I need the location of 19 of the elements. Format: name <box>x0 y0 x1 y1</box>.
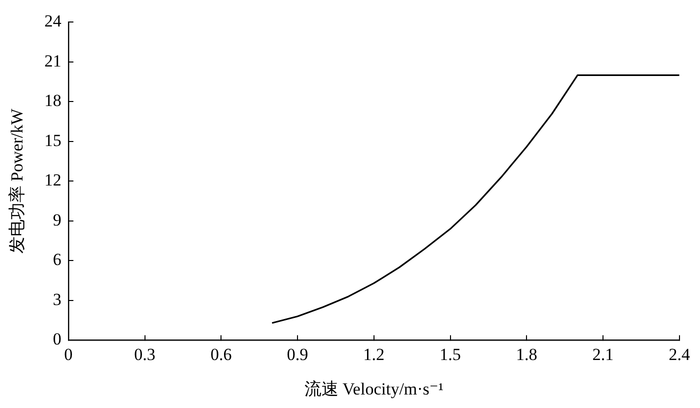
x-tick-label: 0.3 <box>134 344 156 364</box>
x-tick-label: 2.4 <box>668 344 690 364</box>
y-tick-label: 0 <box>52 330 62 349</box>
y-tick-label: 24 <box>44 12 62 31</box>
y-tick-label: 6 <box>52 250 62 270</box>
y-tick-label: 15 <box>44 130 62 150</box>
y-tick-label: 3 <box>52 290 62 309</box>
x-tick-label: 2.1 <box>592 344 614 364</box>
x-tick-label: 0.6 <box>210 344 232 364</box>
x-axis-title: 流速 Velocity/m·s⁻¹ <box>304 379 444 398</box>
x-tick-label: 0.9 <box>286 344 308 364</box>
y-tick-label: 9 <box>52 210 62 230</box>
y-axis-title: 发电功率 Power/kW <box>8 108 27 254</box>
x-tick-label: 1.2 <box>363 344 385 364</box>
y-tick-label: 21 <box>44 51 62 70</box>
x-tick-label: 1.5 <box>440 344 461 364</box>
y-tick-label: 12 <box>44 170 62 190</box>
y-tick-label: 18 <box>44 91 62 110</box>
x-tick-label: 1.8 <box>516 344 538 364</box>
